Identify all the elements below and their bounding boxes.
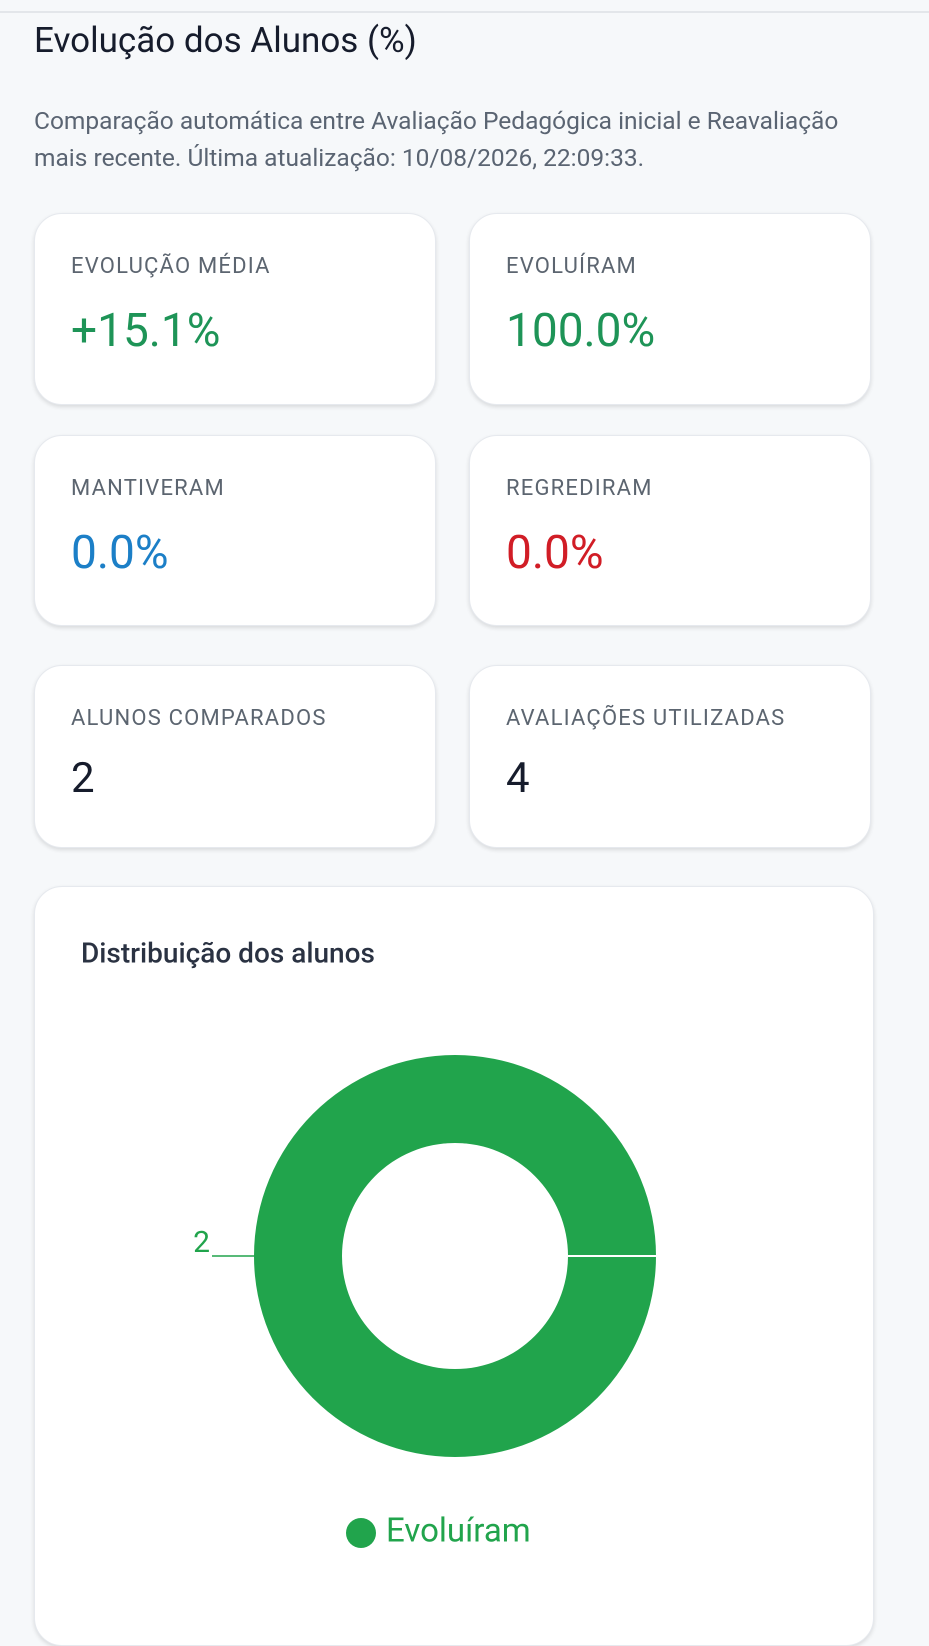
- chart-title: Distribuição dos alunos: [81, 936, 375, 969]
- stat-label: ALUNOS COMPARADOS: [71, 706, 327, 731]
- page-title: Evolução dos Alunos (%): [34, 20, 417, 61]
- stat-label: AVALIAÇÕES UTILIZADAS: [506, 706, 786, 731]
- stat-label: EVOLUÍRAM: [506, 254, 637, 279]
- stat-card: MANTIVERAM 0.0%: [34, 435, 436, 626]
- stat-card: REGREDIRAM 0.0%: [469, 435, 871, 626]
- chart-card: Distribuição dos alunos 2 Evoluíram: [34, 886, 874, 1646]
- description: Comparação automática entre Avaliação Pe…: [34, 106, 839, 172]
- stat-value: 4: [506, 754, 530, 803]
- stat-value: +15.1%: [71, 304, 221, 358]
- stat-label: EVOLUÇÃO MÉDIA: [71, 254, 271, 279]
- data-label: 2: [193, 1225, 210, 1260]
- stat-card: ALUNOS COMPARADOS 2: [34, 665, 436, 848]
- stat-card: AVALIAÇÕES UTILIZADAS 4: [469, 665, 871, 848]
- stat-value: 2: [71, 754, 95, 803]
- stat-value: 0.0%: [506, 526, 604, 580]
- stat-value: 100.0%: [506, 304, 656, 358]
- legend-label: Evoluíram: [386, 1512, 531, 1551]
- stat-label: MANTIVERAM: [71, 476, 225, 501]
- donut-slice: [254, 1055, 656, 1457]
- stat-card: EVOLUÇÃO MÉDIA +15.1%: [34, 213, 436, 405]
- stat-value: 0.0%: [71, 526, 169, 580]
- stat-label: REGREDIRAM: [506, 476, 653, 501]
- divider: [0, 11, 929, 13]
- legend-swatch: [346, 1518, 376, 1548]
- stat-card: EVOLUÍRAM 100.0%: [469, 213, 871, 405]
- chart: Distribuição dos alunos 2 Evoluíram: [81, 936, 656, 1551]
- page: Evolução dos Alunos (%) Comparação autom…: [0, 11, 929, 1646]
